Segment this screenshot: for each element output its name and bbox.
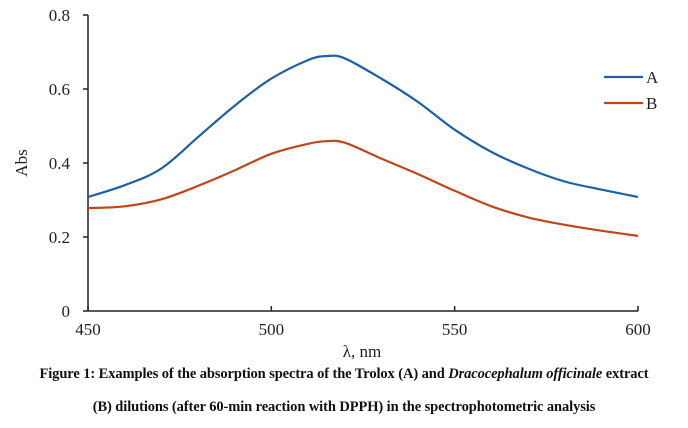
figure-caption-line-1: Figure 1: Examples of the absorption spe… [0, 366, 688, 383]
x-tick-label: 450 [75, 320, 101, 339]
absorption-spectra-chart: 0 0.2 0.4 0.6 0.8 450 500 550 600 Abs λ, nm AB [12, 6, 659, 361]
caption-prefix: Figure 1: Examples of the absorption spe… [39, 366, 449, 382]
legend-label-b: B [646, 94, 657, 113]
y-tick-label: 0.4 [49, 154, 71, 173]
x-tick-label: 500 [259, 320, 285, 339]
series-line-a [87, 54, 639, 199]
x-tick-label: 550 [442, 320, 468, 339]
legend: AB [604, 68, 659, 113]
x-tick-label: 600 [625, 320, 651, 339]
figure-caption-line-2: (B) dilutions (after 60-min reaction wit… [92, 399, 596, 415]
caption-species-name: Dracocephalum officinale [448, 366, 603, 382]
x-axis-label: λ, nm [343, 342, 381, 361]
y-axis-label: Abs [12, 149, 31, 176]
legend-label-a: A [646, 68, 659, 87]
y-axis-ticks: 0 0.2 0.4 0.6 0.8 [49, 6, 88, 321]
caption-suffix: extract [602, 366, 649, 382]
y-tick-label: 0.8 [49, 6, 70, 25]
series-line-b [87, 139, 639, 237]
series-lines [87, 54, 639, 237]
y-tick-label: 0.6 [49, 80, 70, 99]
y-tick-label: 0 [62, 302, 71, 321]
y-tick-label: 0.2 [49, 228, 70, 247]
